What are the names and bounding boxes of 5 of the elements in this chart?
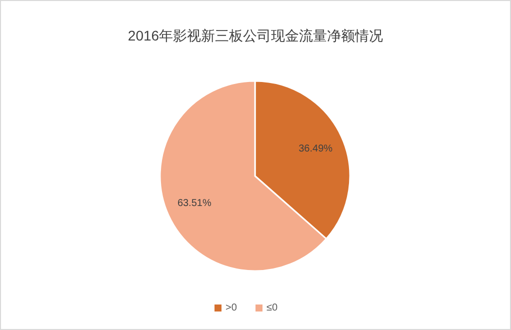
legend-label: ≤0 xyxy=(266,302,278,314)
data-label: 36.49% xyxy=(298,143,333,154)
legend-label: >0 xyxy=(226,302,238,314)
chart-title: 2016年影视新三板公司现金流量净额情况 xyxy=(128,28,384,44)
data-label: 63.51% xyxy=(177,198,212,210)
